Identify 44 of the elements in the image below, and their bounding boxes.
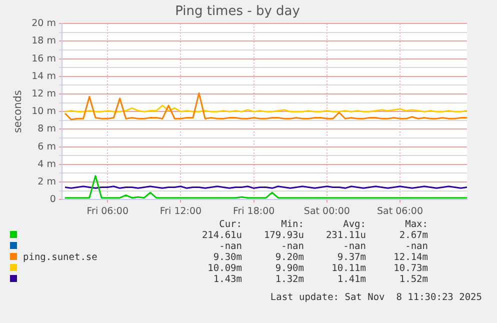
text: Min: (280, 219, 304, 230)
y-tick-label: 20 m (32, 18, 56, 30)
text: -nan (218, 241, 242, 252)
text: 10.11m (330, 263, 366, 274)
text: Last update: Sat Nov 8 11:30:23 2025 (270, 292, 482, 303)
text: 1.32m (274, 274, 304, 285)
y-tick-label: 8 m (38, 124, 56, 135)
x-tick-label: Fri 06:00 (86, 206, 129, 217)
x-tick-label: Fri 12:00 (160, 206, 202, 217)
text: 9.37m (336, 252, 366, 263)
text: Cur: (218, 219, 242, 230)
y-tick-label: 16 m (32, 53, 56, 64)
text: -nan (404, 241, 428, 252)
y-tick-label: 6 m (38, 141, 56, 152)
text: 231.11u (324, 230, 366, 241)
chart-title: Ping times - by day (175, 4, 300, 20)
text: 1.52m (398, 274, 428, 285)
y-tick-label: 0 (50, 194, 56, 206)
y-tick-label: 12 m (32, 88, 56, 100)
legend-label: ping.sunet.se (23, 252, 98, 263)
y-axis-title: seconds (12, 90, 24, 134)
text: Avg: (342, 219, 366, 230)
text: 214.61u (200, 230, 242, 241)
text: 9.90m (274, 263, 304, 274)
text: 10.09m (206, 263, 242, 274)
text: 9.20m (274, 252, 304, 263)
y-tick-label: 10 m (32, 106, 56, 118)
text: 10.73m (392, 263, 428, 274)
text: -nan (342, 241, 366, 252)
y-tick-label: 18 m (32, 36, 56, 47)
text: 1.41m (336, 274, 366, 285)
text: Max: (404, 219, 428, 230)
text: 1.43m (212, 274, 242, 285)
x-tick-label: Sat 06:00 (377, 206, 423, 217)
text: 12.14m (392, 252, 428, 263)
x-tick-label: Sat 00:00 (304, 206, 350, 217)
text: 2.67m (398, 230, 428, 241)
y-tick-label: 2 m (38, 176, 56, 188)
text: 179.93u (262, 230, 304, 241)
text: 9.30m (212, 252, 242, 263)
y-tick-label: 4 m (38, 158, 56, 170)
y-tick-label: 14 m (32, 70, 56, 82)
text: -nan (280, 241, 304, 252)
x-tick-label: Fri 18:00 (232, 206, 275, 217)
